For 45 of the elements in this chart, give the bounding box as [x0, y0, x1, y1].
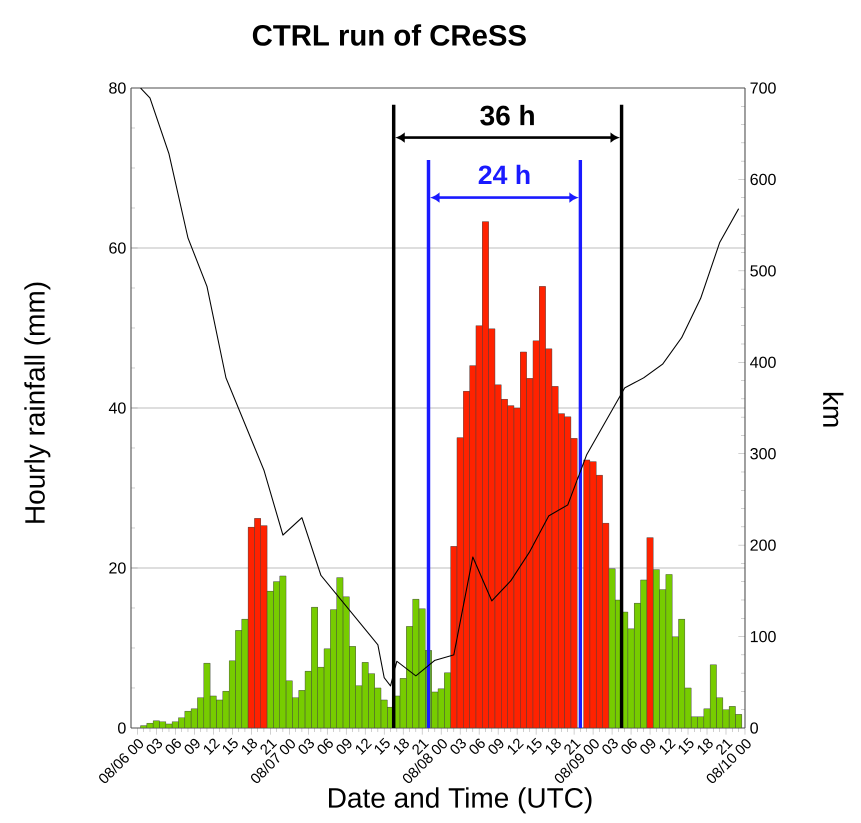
y2-tick-label: 400 [750, 356, 776, 368]
x-tick-label: 12 [660, 738, 676, 755]
x-tick-label: 18 [394, 738, 409, 755]
chart-title: CTRL run of CReSS [252, 24, 526, 46]
x-tick-label: 21 [716, 739, 733, 756]
x-tick-label: 12 [204, 738, 220, 755]
x-tick-label: 09 [488, 738, 504, 754]
x-tick-label: 06 [469, 738, 485, 754]
y2-tick-label: 500 [750, 265, 776, 277]
y2-tick-label: 0 [750, 722, 758, 734]
annotation: 24 h [478, 164, 530, 184]
x-tick-label: 21 [412, 739, 429, 756]
x-tick-label: 15 [222, 738, 238, 755]
y2-tick-label: 600 [750, 174, 776, 186]
x-axis-title: Date and Time (UTC) [329, 787, 592, 814]
y-tick-label: 20 [109, 562, 126, 574]
x-tick-label: 03 [602, 738, 618, 754]
y-axis-title: Hourly rainfall (mm) [24, 282, 50, 523]
y2-tick-label: 700 [750, 82, 776, 94]
x-tick-label: 18 [546, 738, 561, 755]
y-tick-label: 0 [118, 722, 126, 734]
x-tick-label: 03 [298, 738, 314, 754]
x-tick-label: 06 [318, 738, 333, 754]
x-tick-label: 06 [621, 738, 637, 754]
x-tick-label: 09 [640, 738, 656, 754]
y-tick-label: 80 [109, 82, 126, 94]
x-tick-label: 15 [678, 738, 694, 755]
x-tick-label: 09 [336, 738, 352, 754]
x-tick-label: 15 [526, 738, 542, 755]
y2-tick-label: 100 [750, 630, 776, 642]
x-tick-label: 09 [184, 738, 200, 754]
y-tick-label: 60 [109, 242, 126, 254]
y2-tick-label: 200 [750, 539, 776, 551]
x-tick-label: 03 [450, 738, 466, 754]
x-tick-label: 03 [146, 738, 162, 754]
x-tick-label: 12 [356, 738, 372, 755]
x-tick-label: 15 [374, 738, 390, 755]
x-tick-label: 12 [508, 738, 524, 755]
y2-tick-label: 300 [750, 448, 776, 460]
y-tick-label: 40 [108, 402, 126, 414]
annotation: 36 h [480, 104, 534, 126]
y2-axis-title: km [823, 392, 844, 426]
x-tick-label: 21 [564, 739, 581, 756]
x-tick-label: 06 [166, 738, 181, 754]
x-tick-label: 18 [698, 738, 713, 755]
